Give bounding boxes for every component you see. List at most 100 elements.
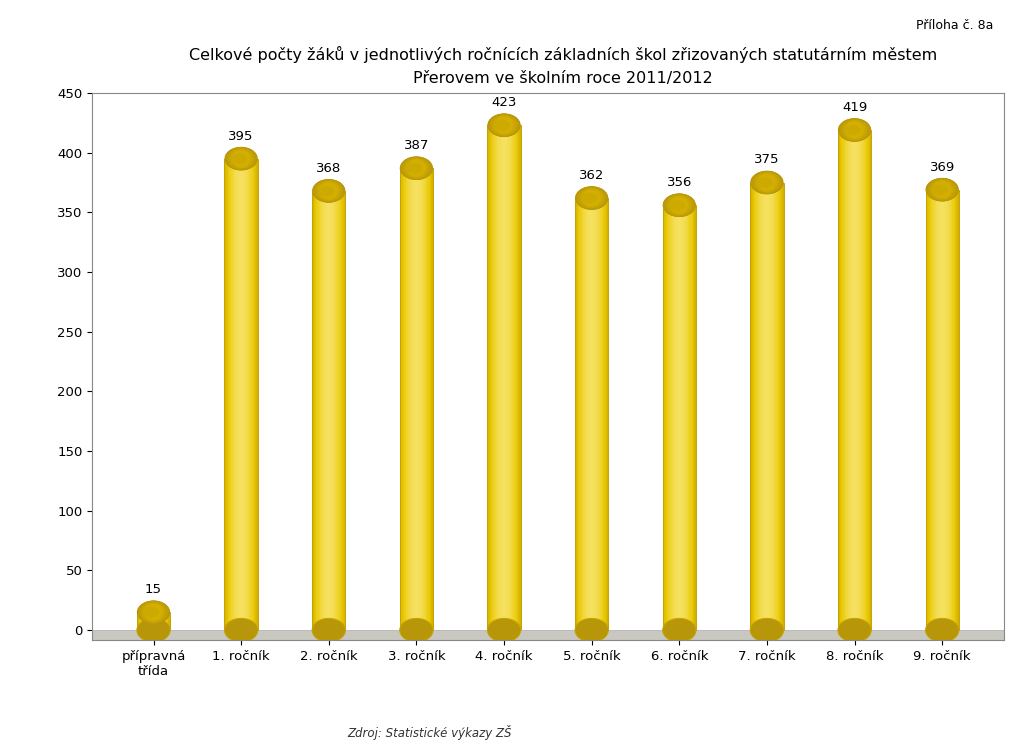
Text: 387: 387: [403, 139, 429, 152]
Ellipse shape: [926, 178, 958, 202]
Text: 15: 15: [145, 583, 162, 596]
Ellipse shape: [663, 193, 696, 217]
Ellipse shape: [228, 149, 254, 169]
Ellipse shape: [312, 618, 345, 642]
Ellipse shape: [317, 182, 340, 200]
Ellipse shape: [575, 187, 607, 210]
Ellipse shape: [403, 158, 429, 179]
Ellipse shape: [844, 121, 865, 139]
Ellipse shape: [406, 158, 428, 178]
Ellipse shape: [934, 182, 951, 198]
Ellipse shape: [575, 618, 608, 642]
Ellipse shape: [839, 119, 870, 141]
Ellipse shape: [840, 119, 869, 141]
Ellipse shape: [751, 171, 783, 194]
Ellipse shape: [144, 607, 160, 618]
Ellipse shape: [843, 120, 866, 140]
Ellipse shape: [583, 190, 601, 207]
Ellipse shape: [756, 173, 778, 192]
Ellipse shape: [928, 179, 956, 200]
Ellipse shape: [408, 160, 425, 176]
Ellipse shape: [406, 159, 427, 177]
Ellipse shape: [757, 173, 777, 191]
Ellipse shape: [316, 181, 341, 201]
Ellipse shape: [224, 147, 258, 170]
Bar: [751, 182, 783, 630]
Ellipse shape: [399, 618, 433, 642]
Ellipse shape: [664, 194, 694, 217]
Ellipse shape: [578, 187, 606, 209]
Text: 362: 362: [579, 169, 604, 182]
Ellipse shape: [577, 187, 607, 209]
Ellipse shape: [581, 189, 602, 208]
Text: 369: 369: [930, 161, 954, 173]
Ellipse shape: [757, 173, 777, 192]
Ellipse shape: [580, 188, 604, 208]
Ellipse shape: [400, 156, 432, 180]
Ellipse shape: [667, 195, 692, 216]
Ellipse shape: [137, 601, 169, 623]
Ellipse shape: [313, 179, 344, 202]
Ellipse shape: [489, 115, 518, 136]
Ellipse shape: [583, 193, 597, 203]
Ellipse shape: [754, 172, 780, 193]
Ellipse shape: [664, 193, 695, 217]
Ellipse shape: [839, 118, 870, 141]
Ellipse shape: [319, 182, 338, 199]
Ellipse shape: [232, 150, 250, 167]
Ellipse shape: [141, 603, 166, 622]
Ellipse shape: [314, 180, 343, 202]
Ellipse shape: [751, 170, 783, 194]
Ellipse shape: [755, 173, 779, 193]
Text: 423: 423: [492, 96, 517, 109]
Ellipse shape: [226, 147, 256, 170]
Ellipse shape: [668, 196, 690, 215]
Ellipse shape: [231, 150, 251, 167]
Ellipse shape: [846, 125, 860, 135]
Ellipse shape: [754, 172, 780, 193]
Ellipse shape: [928, 179, 956, 201]
Ellipse shape: [489, 115, 518, 136]
Ellipse shape: [488, 114, 520, 137]
Ellipse shape: [138, 601, 169, 623]
Ellipse shape: [666, 194, 693, 216]
Ellipse shape: [403, 158, 429, 179]
Ellipse shape: [490, 115, 518, 136]
Ellipse shape: [229, 149, 253, 168]
Ellipse shape: [312, 179, 345, 202]
Ellipse shape: [406, 159, 427, 178]
Ellipse shape: [579, 187, 604, 208]
Bar: [92, 630, 1004, 640]
Ellipse shape: [754, 173, 780, 193]
Ellipse shape: [228, 149, 254, 169]
Ellipse shape: [841, 120, 868, 141]
Ellipse shape: [752, 171, 782, 194]
Ellipse shape: [225, 147, 257, 170]
Ellipse shape: [932, 181, 952, 199]
Ellipse shape: [143, 603, 164, 621]
Ellipse shape: [668, 196, 691, 215]
Ellipse shape: [495, 117, 513, 134]
Text: 419: 419: [842, 101, 867, 114]
Ellipse shape: [317, 182, 340, 201]
Ellipse shape: [138, 601, 169, 623]
Ellipse shape: [144, 603, 163, 621]
Ellipse shape: [580, 188, 603, 208]
Text: Zdroj: Statistické výkazy ZŠ: Zdroj: Statistické výkazy ZŠ: [347, 725, 512, 740]
Ellipse shape: [316, 181, 341, 201]
Ellipse shape: [758, 174, 775, 191]
Bar: [137, 612, 170, 630]
Ellipse shape: [230, 149, 252, 168]
Ellipse shape: [932, 181, 952, 199]
Ellipse shape: [838, 118, 871, 142]
Ellipse shape: [227, 148, 255, 170]
Ellipse shape: [142, 603, 165, 622]
Ellipse shape: [494, 116, 515, 135]
Ellipse shape: [666, 195, 693, 216]
Ellipse shape: [579, 187, 605, 208]
Ellipse shape: [402, 158, 430, 179]
Ellipse shape: [663, 618, 696, 642]
Ellipse shape: [582, 189, 601, 207]
Ellipse shape: [667, 195, 692, 215]
Ellipse shape: [841, 119, 868, 141]
